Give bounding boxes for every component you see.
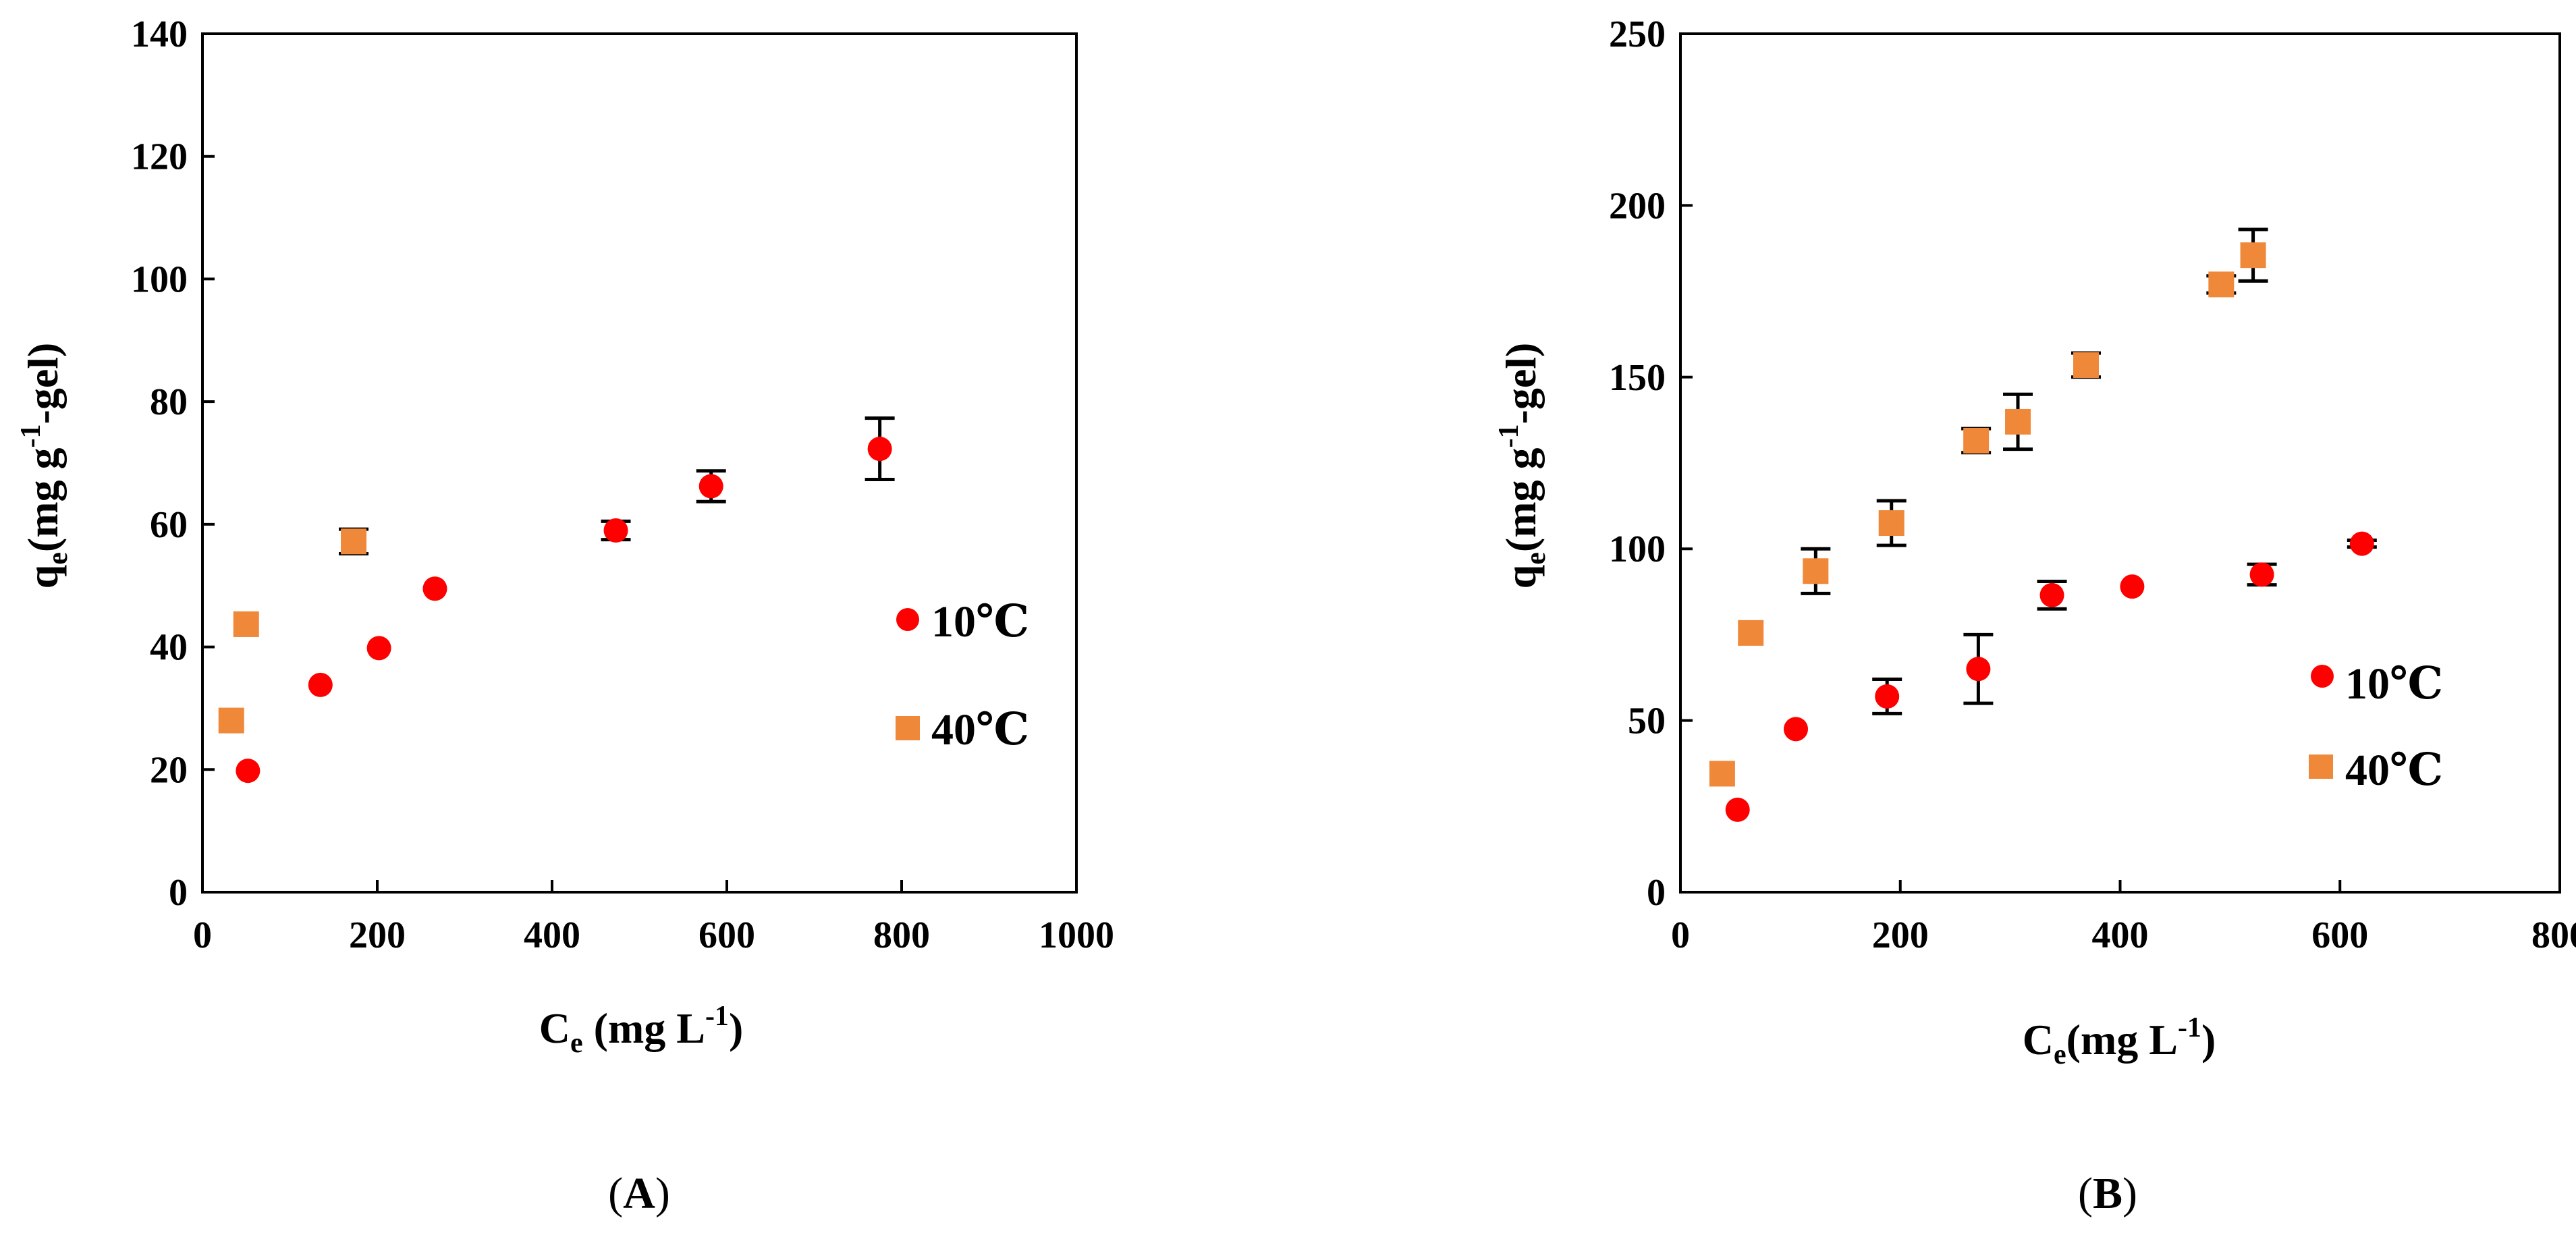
- point-10c: [603, 518, 628, 543]
- point-10c: [1725, 797, 1750, 822]
- x-tick-label: 800: [873, 914, 930, 956]
- point-40c: [233, 611, 259, 637]
- x-tick-label: 200: [349, 914, 406, 956]
- point-10c: [366, 636, 391, 661]
- y-axis-title-b: qe(mg g-1-gel): [1493, 343, 1552, 589]
- y-tick-label: 50: [1628, 701, 1666, 742]
- x-tick-label: 800: [2531, 914, 2576, 956]
- legend-label-40c-a: 40℃: [931, 705, 1029, 754]
- point-10c: [2120, 574, 2145, 599]
- axis-ticks-a: 0 20 40 60 80 100 120 140 0 200 400 600 800 1000: [131, 13, 1114, 956]
- panel-label-a: (A): [608, 1169, 670, 1218]
- point-40c: [1878, 510, 1904, 537]
- x-tick-label: 400: [524, 914, 580, 956]
- point-10c: [308, 672, 333, 697]
- legend-marker-10c-b: [2311, 665, 2334, 688]
- x-axis-title-b: Ce(mg L-1): [2023, 1012, 2216, 1070]
- y-tick-label: 120: [131, 136, 188, 178]
- legend-marker-40c-a: [896, 716, 920, 740]
- legend-label-40c-b: 40℃: [2345, 746, 2443, 795]
- point-10c: [2039, 582, 2064, 607]
- y-axis-title-a: qe(mg g-1-gel): [16, 343, 74, 589]
- legend-b: 10℃ 40℃: [2309, 659, 2443, 795]
- x-tick-label: 0: [1671, 914, 1690, 956]
- axis-ticks-b: 0 50 100 150 200 250 0 200 400 600 800: [1609, 13, 2576, 956]
- y-tick-label: 40: [150, 627, 188, 669]
- x-tick-label: 1000: [1039, 914, 1114, 956]
- x-tick-label: 400: [2092, 914, 2149, 956]
- x-tick-label: 600: [2311, 914, 2368, 956]
- point-10c: [1966, 657, 1991, 682]
- point-10c: [867, 437, 892, 462]
- y-tick-label: 250: [1609, 13, 1666, 55]
- point-40c: [1963, 427, 1990, 454]
- x-tick-label: 0: [193, 914, 212, 956]
- chart-panel-a: 0 20 40 60 80 100 120 140 0 200 400 600 800 1000 qe(m…: [16, 13, 1114, 1218]
- y-tick-label: 0: [1647, 872, 1666, 914]
- legend-a: 10℃ 40℃: [896, 597, 1029, 754]
- x-tick-label: 600: [698, 914, 755, 956]
- point-10c: [1875, 684, 1900, 709]
- panel-label-b: (B): [2078, 1169, 2137, 1218]
- point-10c: [236, 759, 261, 784]
- y-tick-label: 100: [131, 258, 188, 300]
- data-marks-a: [218, 416, 895, 784]
- point-40c: [1738, 620, 1764, 646]
- y-tick-label: 0: [169, 872, 188, 914]
- point-40c: [1709, 761, 1735, 787]
- y-tick-label: 150: [1609, 357, 1666, 399]
- point-40c: [2073, 352, 2100, 378]
- y-tick-label: 80: [150, 381, 188, 423]
- point-40c: [1803, 558, 1829, 584]
- point-10c: [698, 474, 723, 499]
- legend-label-10c-b: 10℃: [2345, 659, 2443, 709]
- point-40c: [2208, 271, 2235, 298]
- y-tick-label: 20: [150, 749, 188, 791]
- y-tick-label: 100: [1609, 528, 1666, 570]
- legend-label-10c-a: 10℃: [931, 597, 1029, 647]
- y-tick-label: 140: [131, 13, 188, 55]
- point-10c: [422, 576, 447, 601]
- x-axis-title-a: Ce (mg L-1): [539, 1001, 744, 1059]
- y-tick-label: 60: [150, 504, 188, 546]
- point-40c: [341, 528, 367, 555]
- point-40c: [2240, 242, 2266, 269]
- point-10c: [2249, 562, 2274, 587]
- point-10c: [1784, 717, 1809, 742]
- data-marks-b: [1709, 227, 2377, 822]
- point-40c: [218, 707, 244, 734]
- legend-marker-40c-b: [2309, 754, 2333, 779]
- chart-panel-b: 0 50 100 150 200 250 0 200 400 600 800 qe(mg g-1-g…: [1493, 13, 2576, 1218]
- point-40c: [2005, 408, 2031, 435]
- point-10c: [2349, 531, 2374, 556]
- legend-marker-10c-a: [896, 608, 919, 631]
- plot-area-a: [201, 32, 1078, 894]
- x-tick-label: 200: [1872, 914, 1929, 956]
- y-tick-label: 200: [1609, 185, 1666, 227]
